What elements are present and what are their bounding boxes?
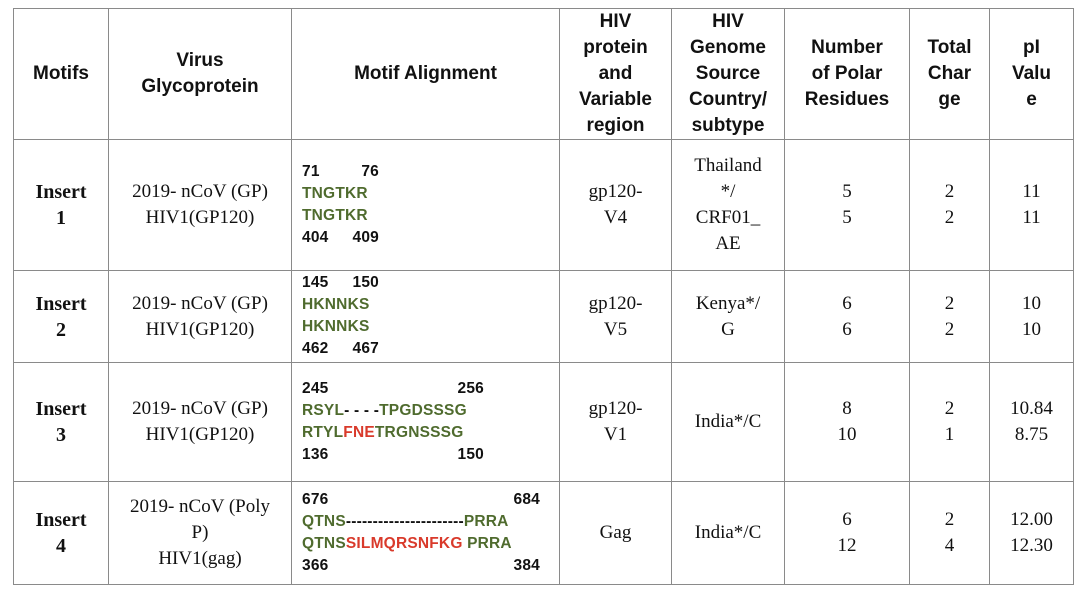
virus-cell: 2019- nCoV (GP) HIV1(GP120) bbox=[108, 362, 292, 482]
table-page: Motifs Virus Glycoprotein Motif Alignment… bbox=[13, 8, 1074, 585]
genome-cell: Thailand */CRF01_ AE bbox=[671, 139, 785, 271]
virus-cell: 2019- nCoV (GP) HIV1(GP120) bbox=[108, 270, 292, 363]
alignment-cell: 245 256 RSYL- - - -TPGDSSSG RTYLFNETRGNSS… bbox=[291, 362, 560, 482]
motif-cell: Insert 1 bbox=[13, 139, 109, 271]
pi-cell: 11 11 bbox=[989, 139, 1074, 271]
motif-alignment: 71 76 TNGTKR TNGTKR 404 409 bbox=[302, 162, 379, 246]
motif-alignment: 245 256 RSYL- - - -TPGDSSSG RTYLFNETRGNSS… bbox=[302, 379, 484, 463]
header-virus-glycoprotein: Virus Glycoprotein bbox=[108, 8, 292, 140]
header-hiv-genome: HIV Genome Source Country/subtype bbox=[671, 8, 785, 140]
virus-cell: 2019- nCoV (GP) HIV1(GP120) bbox=[108, 139, 292, 271]
polar-cell: 6 12 bbox=[784, 481, 910, 585]
alignment-cell: 71 76 TNGTKR TNGTKR 404 409 bbox=[291, 139, 560, 271]
table-row: Insert 1 2019- nCoV (GP) HIV1(GP120) 71 76 … bbox=[13, 139, 1074, 271]
virus-cell: 2019- nCoV (Poly P) HIV1(gag) bbox=[108, 481, 292, 585]
insertion-residues: SILMQRSNFKG bbox=[345, 534, 463, 552]
motif-cell: Insert 3 bbox=[13, 362, 109, 482]
header-polar-residues: Number of Polar Residues bbox=[784, 8, 910, 140]
pi-cell: 10.84 8.75 bbox=[989, 362, 1074, 482]
genome-cell: India*/C bbox=[671, 481, 785, 585]
table-row: Insert 4 2019- nCoV (Poly P) HIV1(gag) 676 6… bbox=[13, 481, 1074, 585]
insertion-residues: FNE bbox=[343, 423, 375, 441]
alignment-cell: 145 150 HKNNKS HKNNKS 462 467 bbox=[291, 270, 560, 363]
protein-cell: Gag bbox=[559, 481, 672, 585]
motif-alignment: 676 684 QTNS----------------------PRRA QT… bbox=[302, 490, 540, 574]
header-motif-alignment: Motif Alignment bbox=[291, 8, 560, 140]
genome-cell: India*/C bbox=[671, 362, 785, 482]
protein-cell: gp120- V5 bbox=[559, 270, 672, 363]
polar-cell: 8 10 bbox=[784, 362, 910, 482]
motif-alignment: 145 150 HKNNKS HKNNKS 462 467 bbox=[302, 274, 379, 357]
header-hiv-protein: HIV protein and Variable region bbox=[559, 8, 672, 140]
motif-cell: Insert 2 bbox=[13, 270, 109, 363]
table-row: Insert 2 2019- nCoV (GP) HIV1(GP120) 145 15… bbox=[13, 270, 1074, 363]
pi-cell: 10 10 bbox=[989, 270, 1074, 363]
motif-comparison-table: Motifs Virus Glycoprotein Motif Alignment… bbox=[13, 8, 1074, 585]
protein-cell: gp120- V4 bbox=[559, 139, 672, 271]
protein-cell: gp120- V1 bbox=[559, 362, 672, 482]
pi-cell: 12.00 12.30 bbox=[989, 481, 1074, 585]
alignment-cell: 676 684 QTNS----------------------PRRA QT… bbox=[291, 481, 560, 585]
header-row: Motifs Virus Glycoprotein Motif Alignment… bbox=[13, 8, 1074, 140]
genome-cell: Kenya*/G bbox=[671, 270, 785, 363]
header-motifs: Motifs bbox=[13, 8, 109, 140]
header-total-charge: Total Char ge bbox=[909, 8, 990, 140]
table-row: Insert 3 2019- nCoV (GP) HIV1(GP120) 245 25… bbox=[13, 362, 1074, 482]
motif-cell: Insert 4 bbox=[13, 481, 109, 585]
header-pi-value: pI Valu e bbox=[989, 8, 1074, 140]
